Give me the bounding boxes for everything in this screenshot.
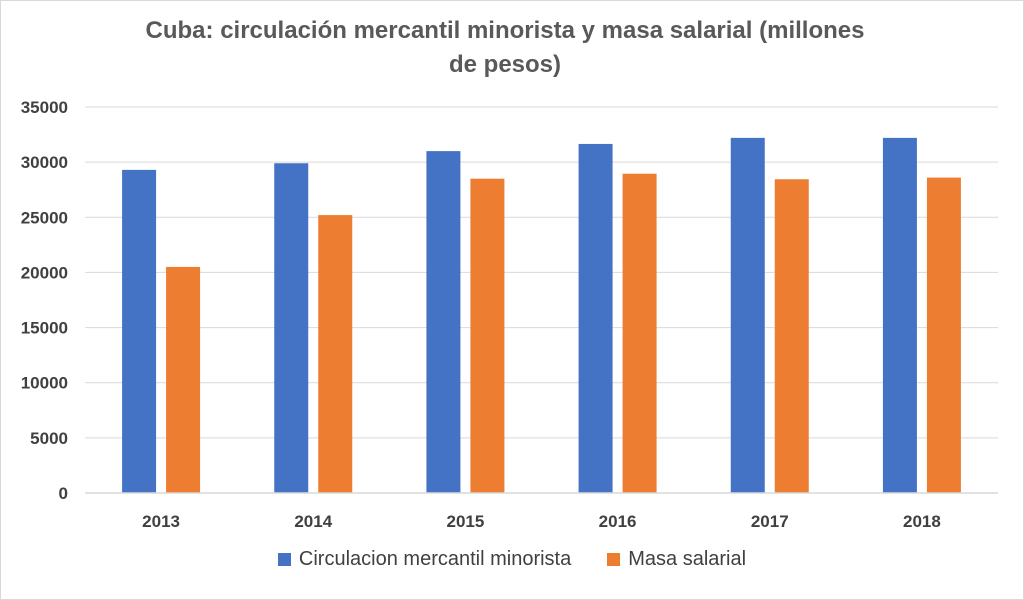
legend-item-masa-salarial: Masa salarial xyxy=(607,548,746,571)
chart-title: Cuba: circulación mercantil minorista y … xyxy=(145,17,865,78)
legend: Circulacion mercantil minorista Masa sal… xyxy=(0,548,1024,571)
bar-circulacion-2016 xyxy=(578,143,613,493)
bar-masa-salarial-2018 xyxy=(926,177,961,493)
x-tick-label: 2015 xyxy=(447,512,485,531)
y-tick-label: 10000 xyxy=(21,374,68,393)
bar-circulacion-2015 xyxy=(426,151,461,493)
bar-masa-salarial-2014 xyxy=(318,215,353,493)
bar-circulacion-2013 xyxy=(122,169,157,493)
bar-masa-salarial-2017 xyxy=(774,179,809,494)
y-tick-label: 35000 xyxy=(21,98,68,117)
bar-circulacion-2014 xyxy=(274,163,309,493)
y-tick-label: 30000 xyxy=(21,153,68,172)
legend-label-masa-salarial: Masa salarial xyxy=(628,548,747,570)
bar-masa-salarial-2016 xyxy=(622,173,657,494)
legend-swatch-masa-salarial xyxy=(607,553,621,566)
x-tick-label: 2013 xyxy=(142,512,180,531)
x-tick-label: 2018 xyxy=(903,512,941,531)
y-tick-label: 20000 xyxy=(21,263,68,282)
x-tick-label: 2014 xyxy=(294,512,332,531)
legend-item-circulacion: Circulacion mercantil minorista xyxy=(277,548,572,571)
y-tick-label: 5000 xyxy=(30,429,68,448)
x-tick-label: 2016 xyxy=(599,512,637,531)
bar-circulacion-2017 xyxy=(730,137,765,493)
y-tick-label: 0 xyxy=(59,484,68,503)
bar-masa-salarial-2015 xyxy=(470,178,505,493)
legend-label-circulacion: Circulacion mercantil minorista xyxy=(298,548,572,570)
y-tick-label: 25000 xyxy=(21,208,68,227)
x-tick-label: 2017 xyxy=(751,512,789,531)
y-tick-label: 15000 xyxy=(21,319,68,338)
bar-masa-salarial-2013 xyxy=(166,266,201,493)
bar-circulacion-2018 xyxy=(882,137,917,493)
legend-swatch-circulacion xyxy=(277,553,291,566)
